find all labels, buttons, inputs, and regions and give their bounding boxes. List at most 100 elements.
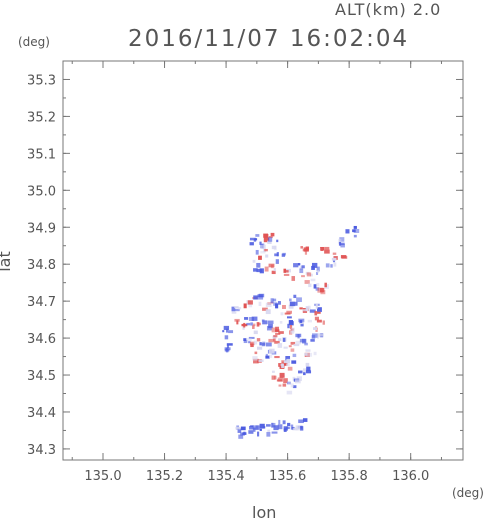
y-tick-label: 34.5: [27, 369, 56, 384]
data-cell: [260, 251, 266, 254]
axis-ticks: 135.0 135.2 135.4 135.6 135.8 136.0 34.3 34.4 34…: [27, 61, 463, 484]
data-cell: [324, 282, 327, 288]
data-cell: [301, 338, 307, 344]
data-cell: [303, 372, 306, 376]
data-cell: [291, 360, 297, 364]
data-cell: [291, 327, 295, 333]
data-cell: [305, 349, 311, 352]
data-cell: [292, 385, 297, 389]
y-tick-label: 35.0: [27, 184, 56, 199]
data-cell: [266, 325, 272, 331]
data-cell: [234, 318, 240, 322]
y-tick-label: 34.4: [27, 406, 56, 421]
data-cell: [302, 368, 307, 372]
data-cell: [257, 295, 264, 300]
data-cell: [265, 302, 272, 308]
data-cell: [272, 422, 276, 428]
data-cell: [313, 327, 318, 330]
data-cells: [222, 225, 360, 439]
data-cell: [283, 273, 290, 276]
data-cell: [222, 330, 225, 333]
data-cell: [290, 330, 295, 334]
data-cell: [298, 419, 304, 424]
data-cell: [243, 322, 246, 328]
data-cell: [304, 280, 310, 284]
data-cell: [302, 309, 308, 312]
data-cell: [299, 266, 303, 271]
data-cell: [304, 342, 308, 346]
data-cell: [258, 301, 262, 307]
data-cell: [231, 306, 236, 312]
data-cell: [243, 431, 246, 435]
data-cell: [231, 311, 237, 314]
y-tick-label: 35.3: [27, 73, 56, 88]
data-cell: [289, 301, 296, 307]
data-cell: [290, 341, 296, 345]
datetime-title: 2016/11/07 16:02:04: [128, 26, 410, 52]
data-cell: [286, 363, 290, 367]
data-cell: [253, 358, 259, 364]
data-cell: [271, 375, 276, 380]
data-cell: [295, 301, 298, 306]
data-cell: [317, 287, 324, 293]
data-cell: [267, 429, 271, 432]
data-cell: [250, 343, 254, 348]
data-cell: [270, 232, 275, 237]
data-cell: [286, 390, 293, 395]
data-cell: [290, 348, 295, 352]
y-tick-label: 34.9: [27, 221, 56, 236]
data-cell: [267, 320, 274, 324]
data-cell: [243, 338, 247, 342]
data-cell: [275, 326, 280, 332]
data-cell: [291, 276, 296, 281]
data-cell: [234, 306, 239, 309]
data-cell: [250, 322, 253, 326]
data-cell: [288, 304, 294, 309]
data-cell: [299, 320, 303, 323]
data-cell: [265, 254, 269, 258]
data-cell: [262, 307, 268, 311]
data-cell: [310, 278, 316, 282]
data-cell: [265, 309, 271, 315]
data-cell: [311, 333, 318, 338]
data-cell: [339, 237, 345, 242]
data-cell: [318, 333, 324, 337]
data-cell: [276, 239, 279, 243]
data-cell: [261, 343, 266, 347]
data-cell: [324, 246, 330, 250]
data-cell: [274, 355, 280, 359]
x-tick-label: 135.4: [207, 469, 244, 484]
data-cell: [294, 379, 301, 384]
data-cell: [316, 282, 320, 287]
data-cell: [314, 316, 320, 321]
data-cell: [271, 431, 278, 434]
altitude-label: ALT(km) 2.0: [335, 0, 442, 19]
data-cell: [301, 265, 305, 269]
data-cell: [273, 335, 278, 338]
data-cell: [316, 319, 322, 323]
data-cell: [305, 362, 310, 367]
data-cell: [279, 372, 285, 378]
data-cell: [315, 303, 318, 309]
data-cell: [282, 252, 287, 256]
data-cell: [257, 294, 263, 298]
data-cell: [317, 311, 321, 314]
data-cell: [296, 297, 302, 303]
data-cell: [299, 307, 303, 310]
data-cell: [302, 248, 307, 252]
data-cell: [317, 307, 322, 312]
data-cell: [278, 384, 282, 387]
data-cell: [289, 325, 293, 329]
data-cell: [273, 245, 277, 251]
data-cell: [304, 250, 308, 255]
data-cell: [249, 237, 256, 241]
data-cell: [273, 425, 279, 431]
data-cell: [338, 241, 342, 246]
data-cell: [272, 298, 277, 302]
data-cell: [224, 335, 229, 340]
data-cell: [249, 425, 254, 430]
data-cell: [254, 351, 258, 355]
data-cell: [306, 272, 312, 277]
data-cell: [333, 262, 337, 267]
y-tick-label: 34.3: [27, 443, 56, 458]
